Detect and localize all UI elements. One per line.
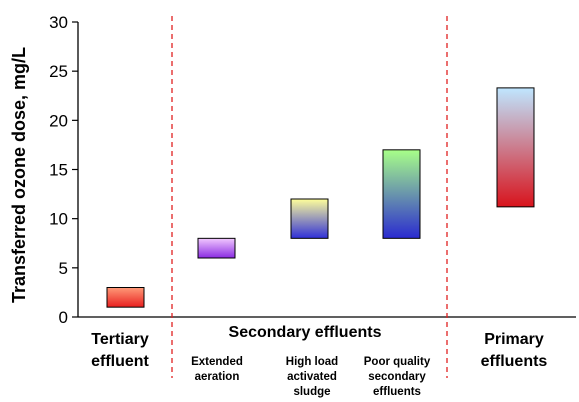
- y-tick-label: 0: [59, 308, 68, 327]
- subcategory-label: activated: [287, 371, 337, 383]
- y-tick-label: 30: [49, 13, 68, 32]
- y-axis: 0 5 10 15 20 25 30: [49, 13, 576, 327]
- group-label-tertiary: effluent: [91, 353, 149, 370]
- bars: [106, 87, 535, 308]
- group-label-primary: Primary: [484, 331, 544, 348]
- subcategory-label: High load: [286, 356, 338, 368]
- subcategory-label: secondary: [368, 371, 426, 383]
- bar: [290, 198, 329, 239]
- bar: [106, 287, 145, 308]
- y-tick-label: 15: [49, 161, 68, 180]
- bar: [496, 87, 535, 208]
- subcategory-label: sludge: [293, 386, 330, 398]
- y-tick-label: 5: [59, 259, 68, 278]
- group-dividers: [171, 16, 448, 378]
- group-label-tertiary: Tertiary: [91, 331, 149, 348]
- bar: [382, 149, 421, 239]
- category-labels: Tertiary effluent Secondary effluents Prima…: [91, 324, 547, 398]
- subcategory-label: effluents: [373, 386, 421, 398]
- subcategory-label: Poor quality: [364, 356, 431, 368]
- group-label-secondary: Secondary effluents: [229, 324, 382, 341]
- subcategory-label: Extended: [191, 356, 243, 368]
- bar: [197, 237, 236, 259]
- group-label-primary: effluents: [481, 353, 548, 370]
- y-axis-label: Transferred ozone dose, mg/L: [9, 47, 29, 303]
- y-tick-label: 10: [49, 210, 68, 229]
- subcategory-label: aeration: [195, 371, 240, 383]
- y-tick-label: 25: [49, 62, 68, 81]
- y-tick-label: 20: [49, 111, 68, 130]
